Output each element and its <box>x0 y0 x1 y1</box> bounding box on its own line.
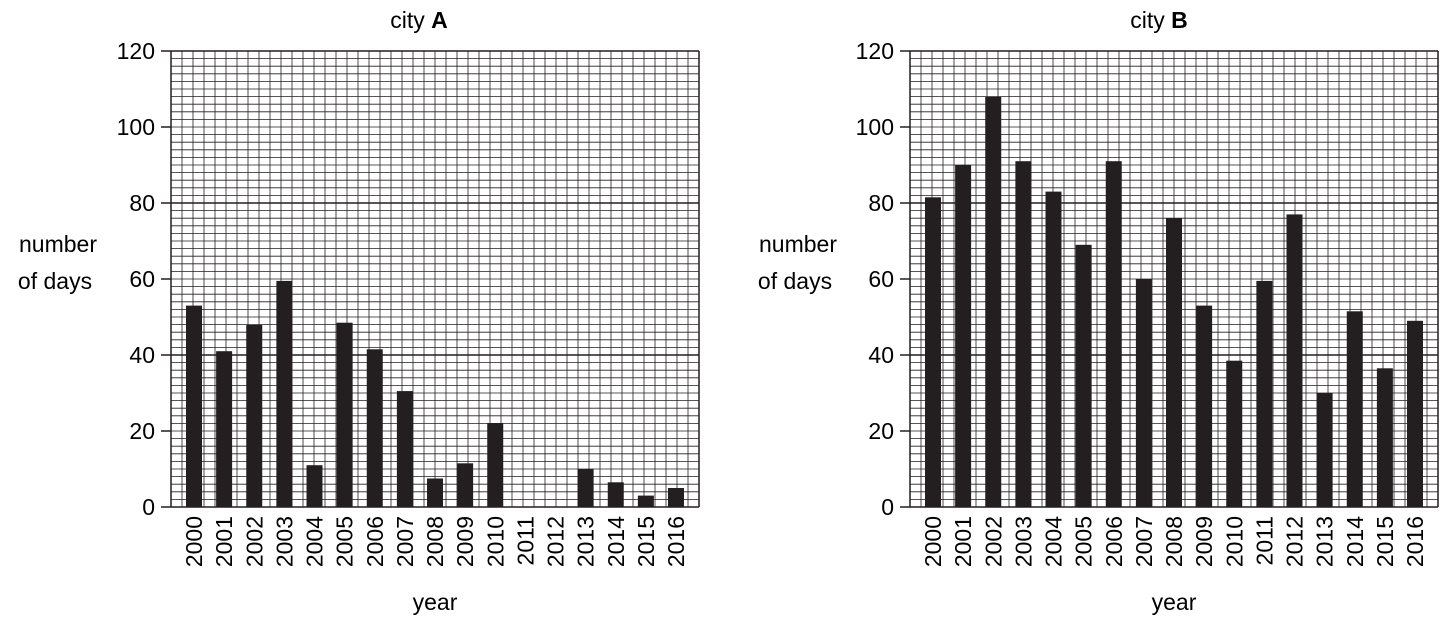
x-tick-label: 2014 <box>1342 516 1368 567</box>
bar-2012 <box>1286 214 1303 507</box>
bar-2002 <box>246 324 263 507</box>
x-tick-label: 2001 <box>950 516 976 567</box>
x-tick-label: 2006 <box>362 516 388 567</box>
x-tick-label: 2015 <box>633 516 659 567</box>
chart-title: city A <box>390 7 448 33</box>
x-tick-label: 2016 <box>1402 516 1428 567</box>
y-tick-label: 80 <box>129 190 155 216</box>
y-tick-label: 0 <box>142 494 155 520</box>
bar-2005 <box>336 322 353 507</box>
x-tick-label: 2003 <box>1010 516 1036 567</box>
y-tick-label: 100 <box>856 114 894 140</box>
x-tick-label: 2005 <box>332 516 358 567</box>
bar-2006 <box>366 349 383 507</box>
x-tick-label: 2008 <box>1161 516 1187 567</box>
x-tick-label: 2009 <box>452 516 478 567</box>
y-tick-label: 60 <box>129 266 155 292</box>
y-tick-label: 80 <box>868 190 894 216</box>
chart-city-a: city A number of days year 0 20 40 60 80 100 1… <box>18 7 700 615</box>
bar-2003 <box>276 280 293 507</box>
x-axis-label: year <box>1152 589 1197 615</box>
y-axis-label-line2: of days <box>18 268 92 294</box>
x-tick-label: 2016 <box>663 516 689 567</box>
x-tick-label: 2012 <box>543 516 569 567</box>
bar-2015 <box>637 495 654 507</box>
bar-2000 <box>925 197 941 508</box>
x-tick-label: 2015 <box>1372 516 1398 567</box>
bar-2008 <box>427 478 443 507</box>
x-tick-label: 2009 <box>1191 516 1217 567</box>
y-tick-label: 20 <box>868 418 894 444</box>
x-tick-label: 2013 <box>1312 516 1338 567</box>
bar-2009 <box>1196 305 1213 507</box>
y-tick-label: 120 <box>856 38 894 64</box>
x-tick-label: 2011 <box>1251 516 1277 565</box>
bar-2002 <box>985 96 1002 507</box>
y-tick-label: 120 <box>117 38 155 64</box>
x-tick-label: 2011 <box>512 516 538 565</box>
bar-2008 <box>1166 218 1182 507</box>
bar-2000 <box>186 305 202 507</box>
x-tick-label: 2014 <box>603 516 629 567</box>
bar-2013 <box>577 469 594 507</box>
y-axis-label-line1: number <box>19 231 97 257</box>
y-ticks: 0 20 40 60 80 100 120 <box>856 38 910 520</box>
x-tick-label: 2012 <box>1282 516 1308 567</box>
bar-2005 <box>1075 244 1092 508</box>
x-tick-label: 2010 <box>1221 516 1247 567</box>
x-tick-label: 2007 <box>1131 516 1157 567</box>
bar-2006 <box>1105 161 1122 507</box>
x-tick-label: 2002 <box>980 516 1006 567</box>
x-tick-label: 2010 <box>482 516 508 567</box>
bar-2007 <box>396 391 413 507</box>
bar-2003 <box>1015 161 1032 507</box>
bar-2009 <box>457 463 474 507</box>
x-tick-label: 2004 <box>1041 516 1067 567</box>
x-ticks: 2000 2001 2002 2003 2004 2005 2006 2007 2008 2009… <box>181 516 689 567</box>
y-axis-label-line2: of days <box>758 268 832 294</box>
bar-2010 <box>487 423 504 507</box>
y-ticks: 0 20 40 60 80 100 120 <box>117 38 171 520</box>
y-tick-label: 40 <box>129 342 155 368</box>
x-tick-label: 2008 <box>422 516 448 567</box>
x-axis-label: year <box>413 589 458 615</box>
x-tick-label: 2000 <box>181 516 207 567</box>
x-tick-label: 2003 <box>271 516 297 567</box>
bar-2011 <box>1256 280 1273 507</box>
bar-2004 <box>1045 191 1062 507</box>
bar-2014 <box>1346 311 1363 507</box>
bar-2001 <box>216 351 233 507</box>
y-tick-label: 20 <box>129 418 155 444</box>
bar-2016 <box>668 488 684 507</box>
bar-2013 <box>1316 393 1333 507</box>
chart-city-b: city B number of days year 0 20 40 60 80 100 1… <box>758 7 1439 615</box>
y-tick-label: 0 <box>881 494 894 520</box>
x-tick-label: 2006 <box>1101 516 1127 567</box>
bar-2016 <box>1407 320 1423 507</box>
bar-2010 <box>1226 360 1243 507</box>
bars <box>925 96 1423 508</box>
x-tick-label: 2005 <box>1071 516 1097 567</box>
bar-2015 <box>1376 368 1393 507</box>
x-tick-label: 2000 <box>920 516 946 567</box>
chart-title: city B <box>1130 7 1188 33</box>
y-tick-label: 40 <box>868 342 894 368</box>
x-tick-label: 2007 <box>392 516 418 567</box>
x-tick-label: 2013 <box>573 516 599 567</box>
x-ticks: 2000 2001 2002 2003 2004 2005 2006 2007 2008 2009… <box>920 516 1428 567</box>
bars <box>186 280 684 507</box>
bar-2004 <box>306 465 323 507</box>
y-tick-label: 60 <box>868 266 894 292</box>
bar-2014 <box>607 482 624 507</box>
bar-2001 <box>955 165 972 507</box>
bar-2007 <box>1135 279 1152 507</box>
x-tick-label: 2001 <box>211 516 237 567</box>
x-tick-label: 2004 <box>302 516 328 567</box>
y-tick-label: 100 <box>117 114 155 140</box>
x-tick-label: 2002 <box>241 516 267 567</box>
y-axis-label-line1: number <box>759 231 837 257</box>
